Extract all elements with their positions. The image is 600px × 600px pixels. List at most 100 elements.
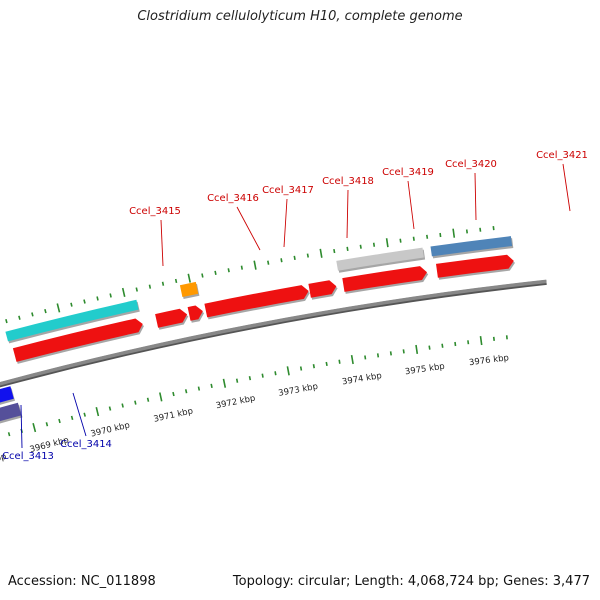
inner-tick [376,353,380,358]
gene-label-text: Ccel_3413 [2,451,54,462]
leader-line [346,189,349,239]
outer-tick [56,303,61,313]
outer-tick [187,273,191,283]
cds-ccel-3418 [204,285,310,320]
kbp-label: 3976 kbp [469,353,510,368]
feature-gray-body [336,247,424,271]
inner-tick [364,355,367,360]
kbp-label: 3973 kbp [278,382,319,399]
inner-tick [286,366,290,376]
gene-labels: Ccel_3413Ccel_3414Ccel_3415Ccel_3416Ccel… [2,150,588,462]
inner-tick-ring [7,335,508,437]
gene-label-text: Ccel_3415 [129,206,181,217]
leader-line [474,172,477,221]
outer-tick [439,232,442,238]
outer-tick [214,270,217,275]
outer-tick [161,281,165,286]
outer-tick-ring [5,226,495,324]
feature-orange-body [179,281,199,297]
topology-text: Topology: circular; Length: 4,068,724 bp… [232,574,590,589]
outer-tick [253,260,257,270]
gene-label-ccel-3414: Ccel_3414 [60,392,112,450]
outer-tick [306,253,309,258]
outer-tick [18,315,21,320]
inner-tick [172,391,175,397]
kbp-label: 3975 kbp [404,362,445,378]
inner-tick [146,397,150,402]
inner-tick [70,415,74,420]
map-title: Clostridium cellulolyticum H10, complete… [137,9,463,24]
inner-tick [415,344,419,355]
outer-tick [44,309,47,314]
outer-tick [426,234,429,239]
accession-text: Accession: NC_011898 [8,574,156,589]
cds-ccel-3420 [342,266,429,294]
inner-tick [261,373,264,378]
outer-tick [201,273,204,278]
gene-label-text: Ccel_3414 [60,439,112,450]
inner-tick [299,366,303,371]
outer-tick [492,226,495,231]
inner-tick [121,403,124,408]
gene-label-ccel-3413: Ccel_3413 [2,404,54,462]
genome-backbone [0,279,547,388]
leader-line [20,404,23,449]
inner-tick [350,354,354,365]
outer-tick [319,248,323,258]
cds-ccel-3421 [436,254,515,280]
outer-tick [293,255,296,261]
cds-ccel-3419 [308,280,338,300]
outer-tick [346,246,349,252]
cds-ccel-3419-body [308,280,337,298]
cds-ccel-3417 [187,305,205,323]
inner-tick [312,364,315,369]
outer-tick [280,258,283,263]
outer-tick [5,318,8,324]
inner-tick [492,336,495,341]
outer-tick [96,296,99,301]
leader-line [407,180,415,230]
outer-tick [31,312,34,317]
gene-label-text: Ccel_3418 [322,176,374,187]
feature-slate-b-body [0,402,22,422]
cds-ccel-3420-body [342,266,427,292]
leader-line [283,198,288,248]
cds-ccel-3417-body [187,305,203,321]
inner-tick [454,341,457,347]
cds-ccel-3415 [12,318,144,364]
inner-tick [441,343,444,348]
feature-slate-b [0,402,23,424]
outer-tick [240,265,243,270]
inner-tick [222,378,227,388]
inner-tick [83,412,86,417]
gene-label-text: Ccel_3420 [445,159,497,170]
inner-tick [467,340,470,345]
outer-tick [109,293,112,298]
outer-tick [399,238,402,243]
gene-label-ccel-3416: Ccel_3416 [207,193,261,251]
outer-tick [174,278,178,284]
inner-tick [235,378,239,383]
cds-ccel-3414 [0,386,16,405]
inner-tick [184,389,188,394]
backbone-line [0,279,547,386]
outer-tick [148,284,152,289]
inner-tick [428,345,431,350]
outer-tick [70,302,73,307]
outer-tick [372,242,376,247]
gene-label-text: Ccel_3417 [262,185,314,196]
inner-tick [159,392,163,402]
inner-tick [389,351,392,356]
gene-label-ccel-3419: Ccel_3419 [382,167,434,230]
feature-cyan-body [5,299,139,342]
outer-tick [465,229,468,234]
outer-tick [135,287,138,292]
kbp-label: 3971 kbp [153,406,194,424]
inner-tick [197,386,201,391]
leader-line [72,392,87,437]
inner-tick [58,418,61,424]
leader-line [236,206,261,251]
gene-label-ccel-3420: Ccel_3420 [445,159,497,221]
outer-tick [412,236,415,241]
